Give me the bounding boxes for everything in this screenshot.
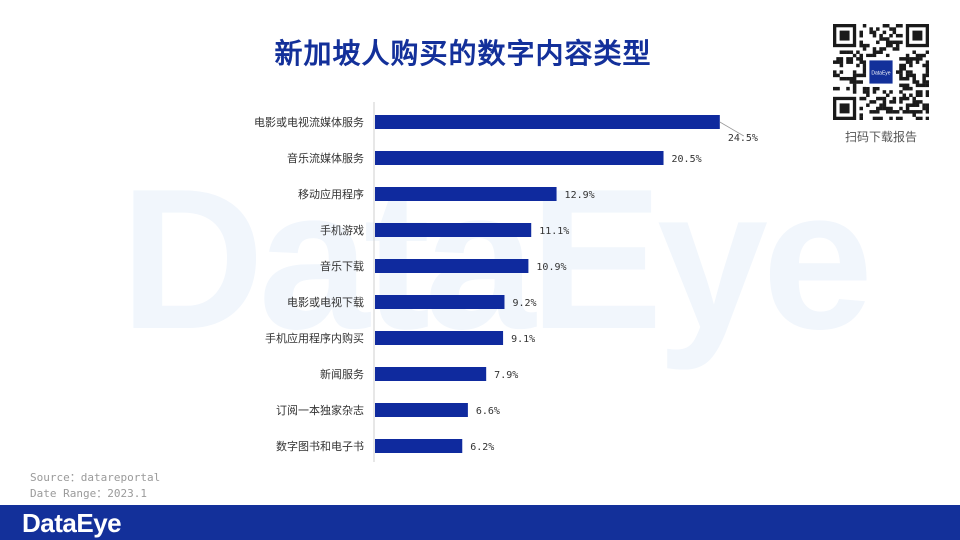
category-label: 数字图书和电子书	[276, 439, 364, 453]
qr-code-icon: DataEye	[833, 24, 930, 121]
footer-logo: DataEye	[22, 508, 122, 538]
bar	[375, 295, 505, 309]
data-label: 20.5%	[672, 154, 702, 165]
data-label: 9.1%	[511, 334, 535, 345]
category-label: 电影或电视流媒体服务	[254, 115, 364, 129]
data-label: 6.6%	[476, 406, 500, 417]
label-leader-line	[719, 121, 745, 137]
category-label: 新闻服务	[320, 367, 364, 381]
bar	[375, 187, 557, 201]
source-line: Source：datareportal	[30, 471, 161, 484]
category-label: 手机应用程序内购买	[265, 331, 364, 345]
footer-bar: DataEye	[0, 505, 960, 540]
bar	[375, 151, 664, 165]
data-label: 24.5%	[728, 133, 758, 144]
qr-label: 扫码下载报告	[844, 130, 917, 144]
data-label: 12.9%	[565, 190, 595, 201]
category-label: 音乐下载	[320, 259, 364, 273]
date-range-line: Date Range：2023.1	[30, 487, 147, 500]
data-label: 6.2%	[470, 442, 494, 453]
category-label: 电影或电视下载	[287, 295, 364, 309]
data-label: 10.9%	[536, 262, 566, 273]
bar	[375, 403, 468, 417]
data-label: 7.9%	[494, 370, 518, 381]
source-note: Source：datareportal Date Range：2023.1	[30, 470, 160, 502]
data-label: 11.1%	[539, 226, 569, 237]
bar	[375, 259, 529, 273]
page-title: 新加坡人购买的数字内容类型	[274, 37, 652, 70]
category-label: 手机游戏	[320, 223, 364, 237]
bar	[375, 115, 720, 129]
bar	[375, 331, 504, 345]
category-label: 音乐流媒体服务	[287, 151, 364, 165]
qr-center-logo: DataEye	[871, 71, 890, 77]
bar	[375, 223, 532, 237]
category-label: 移动应用程序	[298, 187, 364, 201]
bar	[375, 439, 463, 453]
qr-code[interactable]: DataEye	[833, 24, 930, 121]
category-label: 订阅一本独家杂志	[276, 403, 364, 417]
data-label: 9.2%	[512, 298, 536, 309]
bar	[375, 367, 487, 381]
